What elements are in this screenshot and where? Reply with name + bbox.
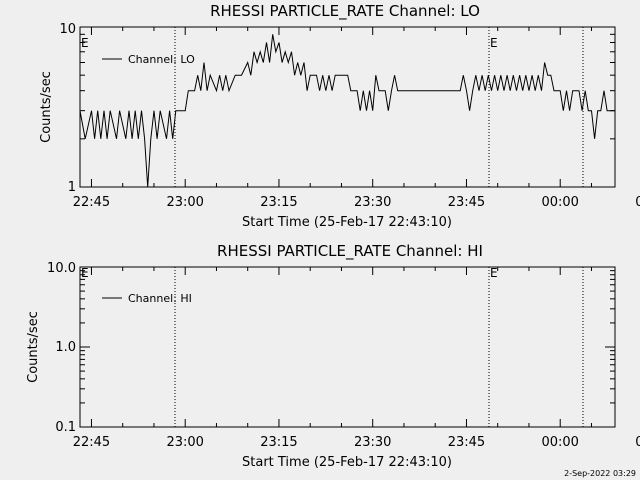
series-line-channel-lo: [79, 34, 616, 188]
marker-e-hi-1: E: [81, 266, 89, 280]
x-tick-label: 23:00: [166, 435, 203, 450]
marker-e-lo-2: E: [490, 36, 498, 50]
x-axis-label-hi: Start Time (25-Feb-17 22:43:10): [242, 455, 452, 470]
y-tick-label-hi-10.0: 10.0: [47, 261, 76, 276]
y-minor-ticks-hi: [80, 266, 615, 428]
x-tick-label: 23:30: [354, 435, 391, 450]
y-tick-label-hi-0.1: 0.1: [55, 420, 76, 435]
y-tick-label-lo-10: 10: [59, 22, 76, 37]
x-tick-label: 22:45: [73, 435, 110, 450]
title-lo: RHESSI PARTICLE_RATE Channel: LO: [210, 2, 480, 21]
y-axis-label-lo: Counts/sec: [39, 71, 54, 143]
marker-e-hi-2: E: [490, 266, 498, 280]
x-tick-label: 00:00: [541, 195, 578, 210]
y-minor-ticks-lo: [80, 26, 615, 188]
x-tick-label: 23:45: [448, 435, 485, 450]
plot-frame-lo: [79, 26, 616, 188]
panel-lo: RHESSI PARTICLE_RATE Channel: LO Counts/…: [39, 2, 640, 230]
x-axis-label-lo: Start Time (25-Feb-17 22:43:10): [242, 215, 452, 230]
x-tick-label: 00:15: [635, 195, 640, 210]
x-tick-label: 23:00: [166, 195, 203, 210]
legend-label-lo: Channel: LO: [128, 53, 195, 66]
x-tick-label: 23:30: [354, 195, 391, 210]
x-ticks-lo: 22:45 23:00 23:15 23:30 23:45 00:00 00:15: [73, 27, 640, 210]
marker-e-lo-1: E: [81, 36, 89, 50]
y-tick-label-hi-1.0: 1.0: [55, 340, 76, 355]
x-tick-label: 23:15: [260, 435, 297, 450]
x-tick-label: 23:45: [448, 195, 485, 210]
panel-hi: RHESSI PARTICLE_RATE Channel: HI Counts/…: [26, 242, 640, 470]
x-tick-label: 00:00: [541, 435, 578, 450]
footer-timestamp: 2-Sep-2022 03:29: [564, 469, 636, 478]
x-tick-label: 00:15: [635, 435, 640, 450]
legend-label-hi: Channel: HI: [128, 292, 192, 305]
x-ticks-hi: 22:45 23:00 23:15 23:30 23:45 00:00 00:15: [73, 267, 640, 450]
y-tick-label-lo-1: 1: [68, 180, 76, 195]
x-tick-label: 23:15: [260, 195, 297, 210]
y-axis-label-hi: Counts/sec: [26, 311, 41, 383]
x-tick-label: 22:45: [73, 195, 110, 210]
title-hi: RHESSI PARTICLE_RATE Channel: HI: [217, 242, 483, 261]
